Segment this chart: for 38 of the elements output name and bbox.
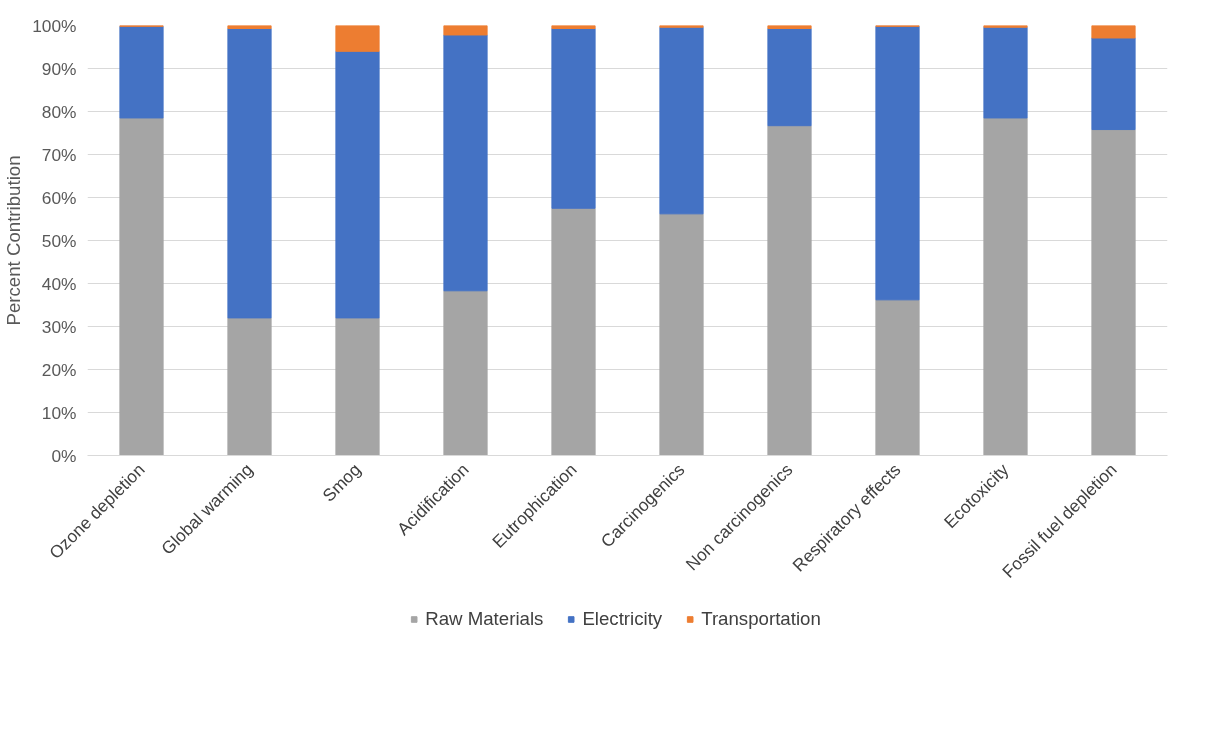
y-tick-label: 60% <box>41 187 77 208</box>
bar <box>227 28 272 319</box>
y-tick-label: 70% <box>41 144 77 165</box>
bar <box>227 317 272 456</box>
bar <box>119 25 164 119</box>
bar <box>767 125 812 456</box>
y-tick-label: 10% <box>41 402 77 423</box>
bar <box>443 34 488 292</box>
y-tick-label: 30% <box>41 316 77 337</box>
bar <box>875 299 920 456</box>
y-tick-label: 20% <box>41 359 77 380</box>
bar <box>119 117 164 456</box>
y-tick-label: 80% <box>41 101 77 122</box>
bar <box>875 25 920 301</box>
y-tick-label: 50% <box>41 230 77 251</box>
y-axis-title: Percent Contribution <box>3 155 25 326</box>
y-tick-label: 0% <box>51 445 77 466</box>
legend-label: Transportation <box>701 607 821 630</box>
y-tick-label: 100% <box>32 15 77 36</box>
bar <box>1091 129 1136 456</box>
bar <box>983 117 1028 456</box>
bar <box>443 25 488 36</box>
bar <box>335 25 380 52</box>
legend-label: Electricity <box>582 607 663 630</box>
bar <box>659 26 704 215</box>
bar <box>659 213 704 456</box>
bar <box>983 26 1028 119</box>
bar <box>443 290 488 456</box>
legend-label: Raw Materials <box>425 607 544 630</box>
bar <box>767 28 812 127</box>
bar <box>335 317 380 456</box>
bar <box>335 50 380 319</box>
bar <box>1091 25 1136 39</box>
bar <box>1091 37 1136 131</box>
y-tick-label: 90% <box>41 58 77 79</box>
bar <box>551 207 596 456</box>
bar <box>551 28 596 209</box>
y-tick-label: 40% <box>41 273 77 294</box>
